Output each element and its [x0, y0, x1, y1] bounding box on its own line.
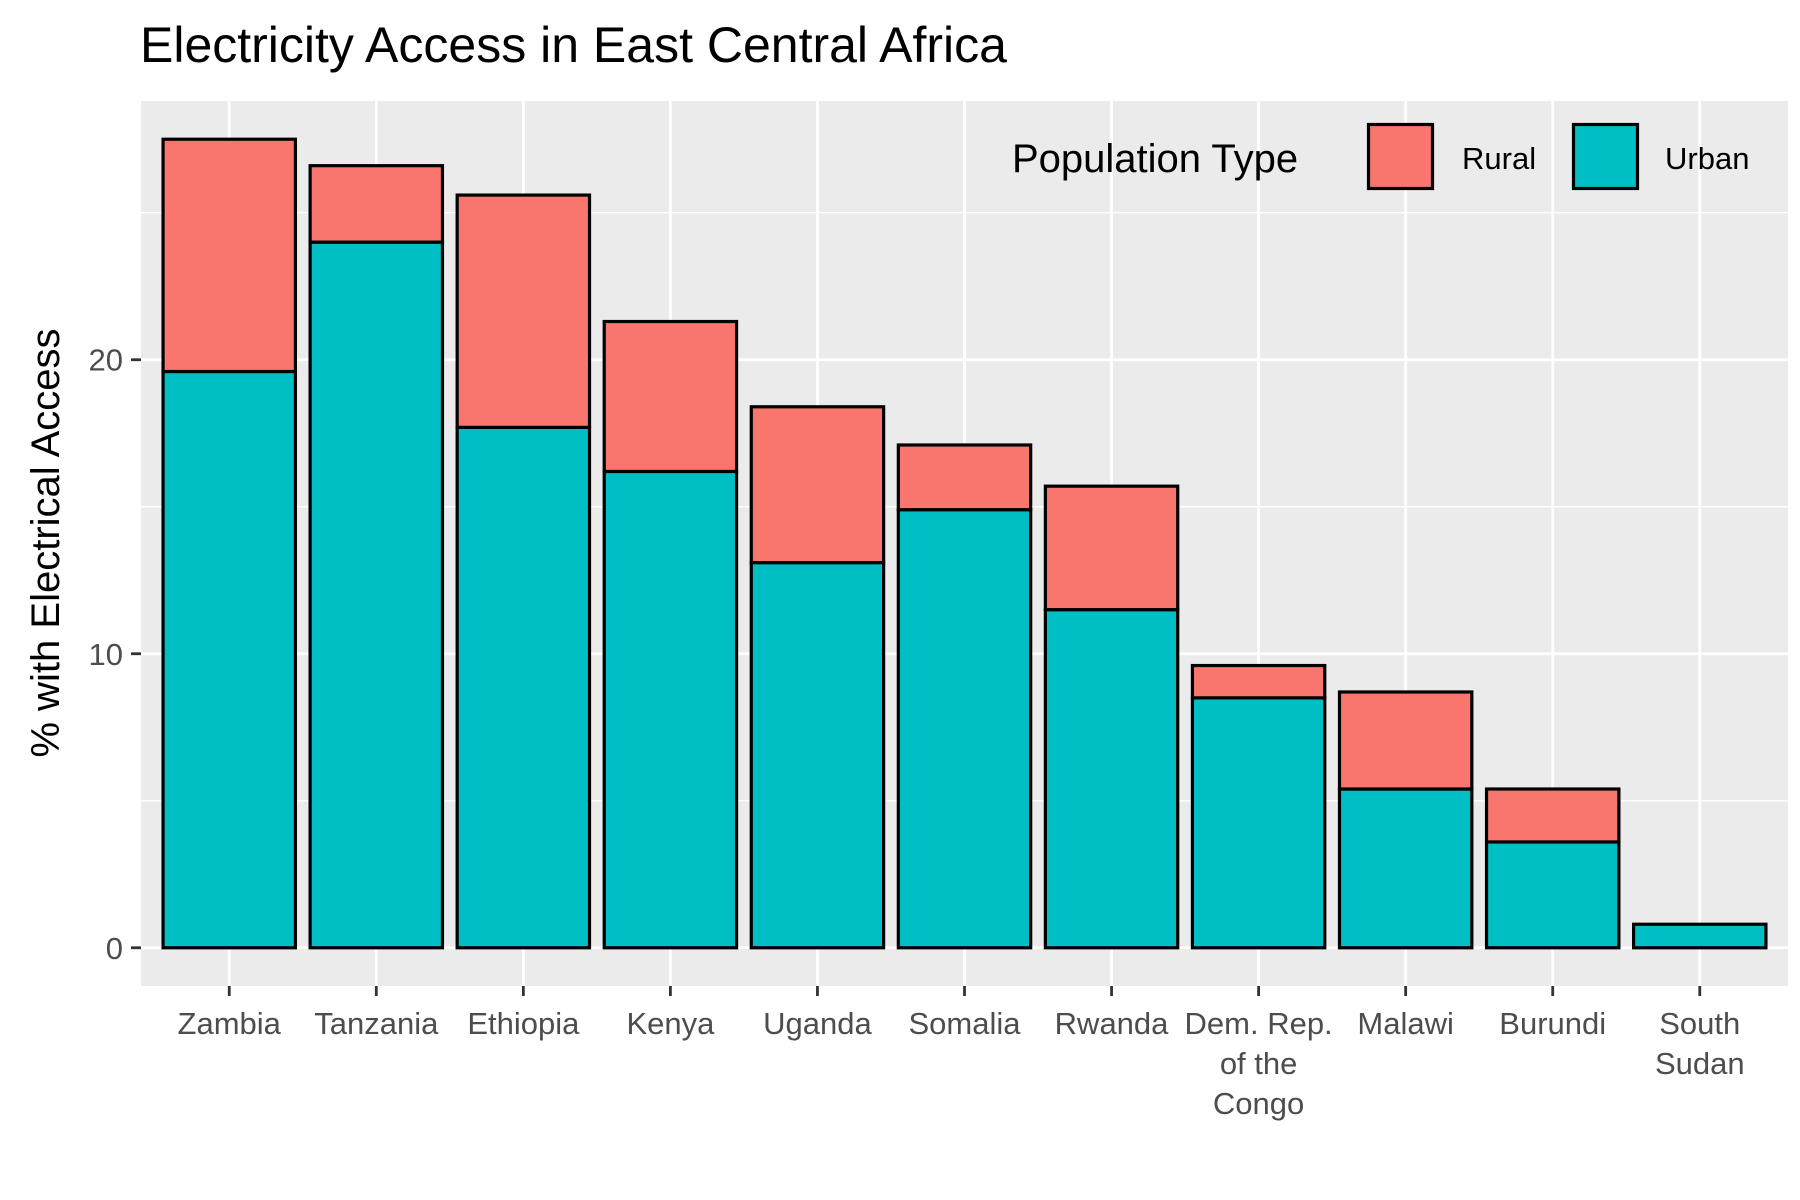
bar-rural	[896, 443, 1033, 512]
bar-rural	[161, 137, 298, 374]
x-tick-label: Uganda	[763, 1006, 872, 1041]
y-axis-label: % with Electrical Access	[24, 328, 68, 757]
legend-swatch-rural	[1366, 122, 1435, 191]
y-tick-label: 10	[89, 637, 123, 672]
bar-urban	[1190, 696, 1327, 950]
bar-urban	[308, 240, 445, 950]
bar-urban	[161, 369, 298, 950]
bar-urban	[749, 561, 886, 950]
y-axis: 0 10 20	[89, 343, 141, 966]
bar-rural	[602, 319, 739, 474]
bar-urban	[1337, 787, 1474, 950]
y-tick-label: 0	[106, 931, 123, 966]
x-tick-label: South Sudan	[1655, 1006, 1745, 1081]
bar-rural	[1190, 663, 1327, 700]
bar-rural	[308, 164, 445, 244]
legend-label-rural: Rural	[1462, 141, 1536, 176]
x-tick-label: Malawi	[1357, 1006, 1453, 1041]
x-tick-label: Somalia	[909, 1006, 1022, 1041]
legend-title: Population Type	[1012, 137, 1298, 181]
bar-urban	[1043, 608, 1180, 950]
bar-urban	[896, 508, 1033, 950]
x-tick-label: Dem. Rep. of the Congo	[1185, 1006, 1333, 1121]
bar-rural	[455, 193, 592, 429]
legend-label-urban: Urban	[1665, 141, 1749, 176]
bars-group	[161, 137, 1768, 950]
bar-urban	[602, 469, 739, 950]
bar-rural	[1337, 690, 1474, 791]
x-tick-label: Tanzania	[314, 1006, 439, 1041]
x-tick-label: Zambia	[178, 1006, 282, 1041]
x-axis: Zambia Tanzania Ethiopia Kenya Uganda Somalia…	[178, 986, 1745, 1121]
chart-title: Electricity Access in East Central Afric…	[140, 17, 1007, 73]
bar-rural	[1043, 484, 1180, 612]
x-tick-label: Rwanda	[1055, 1006, 1169, 1041]
bar-urban	[1484, 840, 1621, 950]
y-tick-label: 20	[89, 343, 123, 378]
x-tick-label: Kenya	[626, 1006, 715, 1041]
bar-rural	[1484, 787, 1621, 844]
bar-urban	[1631, 922, 1768, 950]
bar-rural	[749, 405, 886, 565]
x-tick-label: Burundi	[1499, 1006, 1606, 1041]
legend: Population Type Rural Urban	[1012, 122, 1749, 191]
legend-swatch-urban	[1571, 122, 1640, 191]
bar-urban	[455, 425, 592, 950]
x-tick-label: Ethiopia	[467, 1006, 580, 1041]
